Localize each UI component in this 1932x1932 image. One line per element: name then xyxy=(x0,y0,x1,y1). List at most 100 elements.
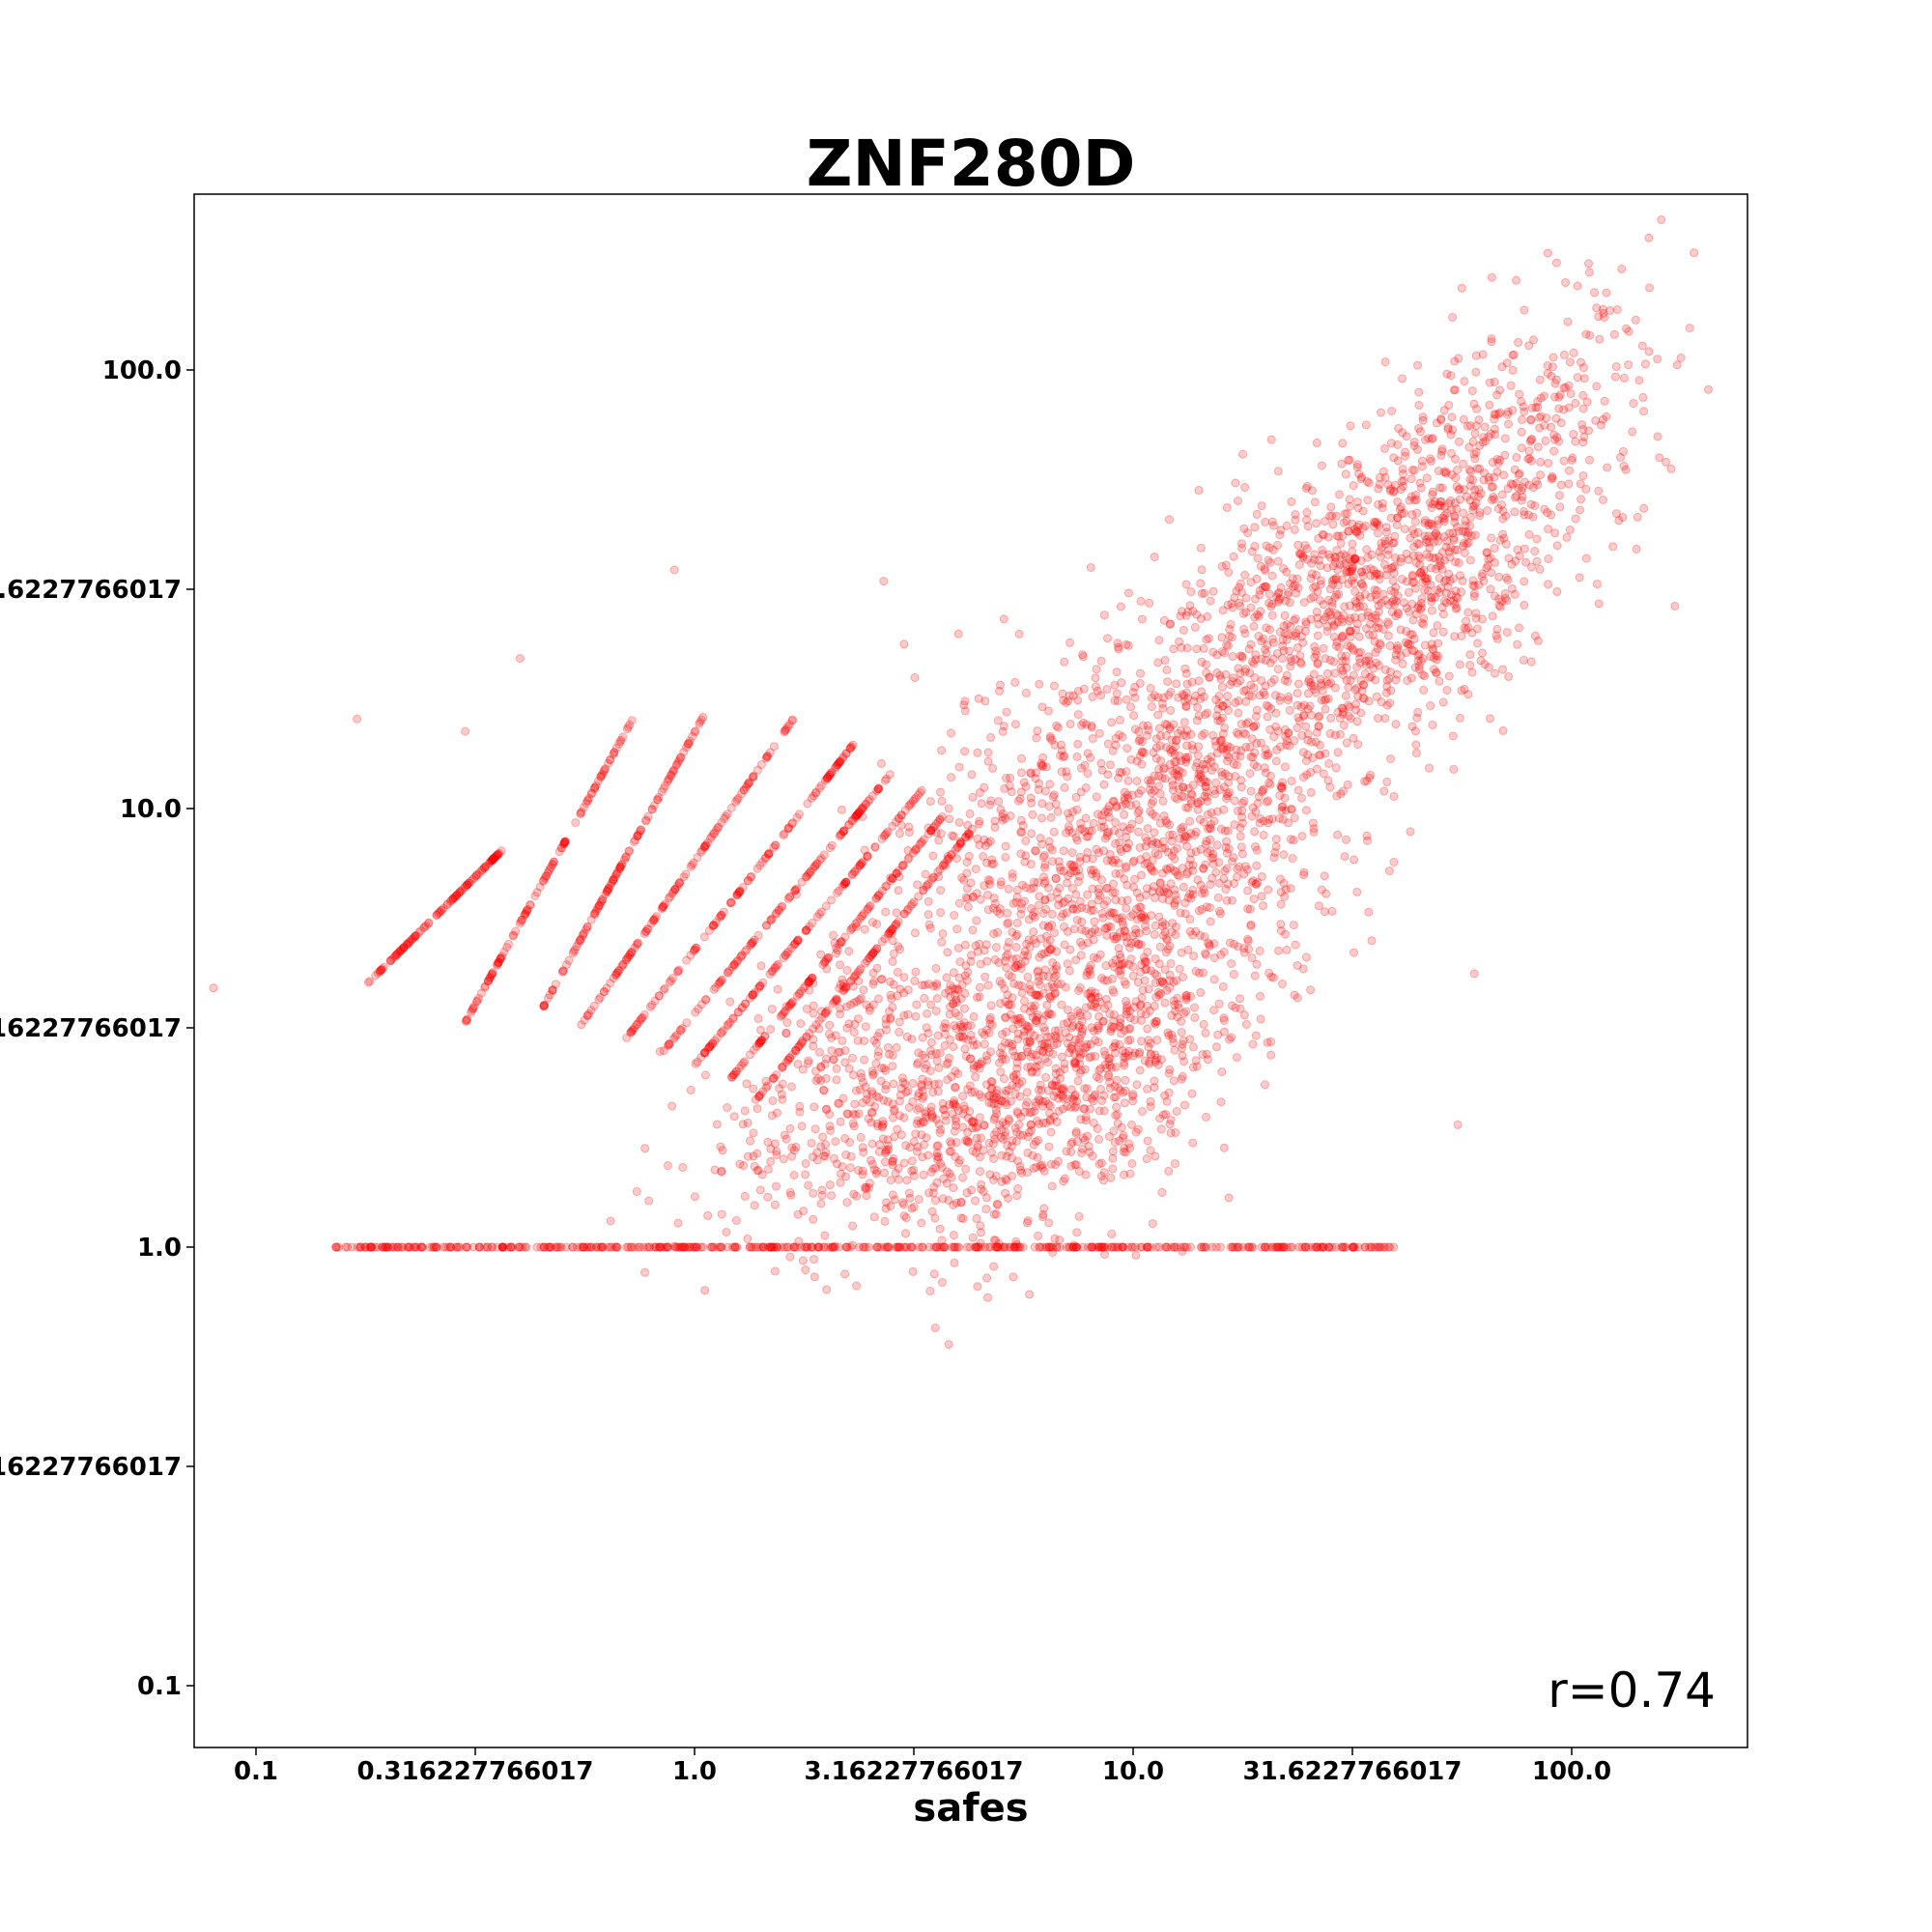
scatter-point xyxy=(1224,1193,1234,1203)
scatter-point xyxy=(1469,491,1479,500)
streak-point xyxy=(595,993,605,1002)
scatter-point xyxy=(1317,696,1326,705)
streak-point xyxy=(732,890,742,899)
band-point xyxy=(431,1242,440,1252)
streak-point xyxy=(589,910,599,920)
band-point xyxy=(1167,1242,1177,1252)
scatter-point xyxy=(975,992,984,1002)
scatter-point xyxy=(810,1124,820,1134)
scatter-point xyxy=(901,1213,911,1223)
scatter-point xyxy=(1321,889,1331,898)
scatter-point xyxy=(1404,639,1413,649)
streak-point xyxy=(767,914,777,923)
scatter-point xyxy=(1331,763,1341,773)
band-point xyxy=(993,1242,1003,1252)
scatter-point xyxy=(1315,751,1324,760)
streak-point xyxy=(809,791,818,801)
band-point xyxy=(1114,1242,1123,1252)
scatter-point xyxy=(1245,904,1255,914)
scatter-point xyxy=(997,980,1007,988)
scatter-point xyxy=(943,948,952,957)
scatter-point xyxy=(1471,351,1481,360)
scatter-point xyxy=(1309,827,1319,837)
scatter-point xyxy=(1512,453,1521,462)
band-point xyxy=(819,1242,829,1252)
scatter-point xyxy=(1527,403,1537,412)
scatter-point xyxy=(1224,640,1233,650)
band-point xyxy=(814,1242,824,1252)
band-point xyxy=(971,1242,980,1252)
scatter-point xyxy=(1490,495,1499,504)
streak-point xyxy=(673,966,683,976)
scatter-point xyxy=(1386,585,1396,595)
band-point xyxy=(582,1242,592,1252)
band-point xyxy=(1312,1242,1321,1252)
scatter-point xyxy=(896,820,906,830)
band-point xyxy=(543,1242,553,1252)
scatter-point xyxy=(1102,896,1112,906)
scatter-point xyxy=(1278,778,1288,787)
streak-point xyxy=(602,983,611,993)
scatter-point xyxy=(1383,480,1393,490)
scatter-point xyxy=(1235,862,1244,871)
scatter-point xyxy=(945,1009,954,1019)
scatter-point xyxy=(959,875,969,885)
scatter-point xyxy=(1391,650,1401,660)
scatter-point xyxy=(1259,831,1268,839)
scatter-point xyxy=(955,1032,965,1041)
streak-point xyxy=(881,882,891,892)
scatter-point xyxy=(1278,814,1288,824)
scatter-point xyxy=(1259,688,1268,697)
scatter-point xyxy=(1386,686,1396,696)
streak-point xyxy=(671,760,681,770)
scatter-point xyxy=(700,1070,710,1080)
streak-point xyxy=(504,939,513,949)
band-point xyxy=(1097,1242,1107,1252)
scatter-point xyxy=(1341,691,1350,700)
scatter-point xyxy=(1529,335,1538,345)
band-point xyxy=(929,1242,939,1252)
scatter-point xyxy=(1279,850,1289,860)
streak-point xyxy=(865,795,874,804)
scatter-point xyxy=(933,1141,943,1151)
scatter-point xyxy=(1265,724,1275,734)
scatter-point xyxy=(1595,334,1605,344)
scatter-point xyxy=(1129,711,1139,721)
scatter-point xyxy=(1170,757,1179,767)
scatter-point xyxy=(951,1082,960,1092)
scatter-point xyxy=(1274,946,1284,955)
scatter-point xyxy=(949,1042,958,1052)
scatter-point xyxy=(1465,555,1475,565)
scatter-point xyxy=(1571,437,1580,446)
band-point xyxy=(623,1242,633,1252)
scatter-point xyxy=(1075,1010,1085,1020)
scatter-point xyxy=(919,1170,928,1179)
scatter-point xyxy=(907,1156,917,1166)
scatter-point xyxy=(1151,954,1160,964)
band-point xyxy=(439,1242,448,1252)
streak-point xyxy=(548,985,557,995)
band-point xyxy=(506,1242,516,1252)
scatter-point xyxy=(1398,659,1407,668)
scatter-point xyxy=(1185,601,1195,611)
scatter-point xyxy=(860,1055,869,1065)
band-point xyxy=(355,1242,365,1252)
band-point xyxy=(1036,1242,1045,1252)
scatter-point xyxy=(1016,1017,1026,1027)
scatter-point xyxy=(807,1138,816,1148)
scatter-point xyxy=(1194,711,1204,721)
scatter-point xyxy=(1275,874,1285,884)
scatter-point xyxy=(1029,1004,1038,1013)
scatter-point xyxy=(842,966,852,975)
scatter-point xyxy=(1594,599,1604,609)
scatter-point xyxy=(1206,917,1215,926)
scatter-point xyxy=(1312,438,1321,447)
band-point xyxy=(579,1242,588,1252)
band-point xyxy=(1374,1242,1383,1252)
band-point xyxy=(545,1242,554,1252)
streak-point xyxy=(725,898,735,908)
band-point xyxy=(1312,1242,1321,1252)
scatter-point xyxy=(1001,1013,1010,1023)
scatter-point xyxy=(1564,479,1574,489)
scatter-point xyxy=(1117,1122,1126,1132)
